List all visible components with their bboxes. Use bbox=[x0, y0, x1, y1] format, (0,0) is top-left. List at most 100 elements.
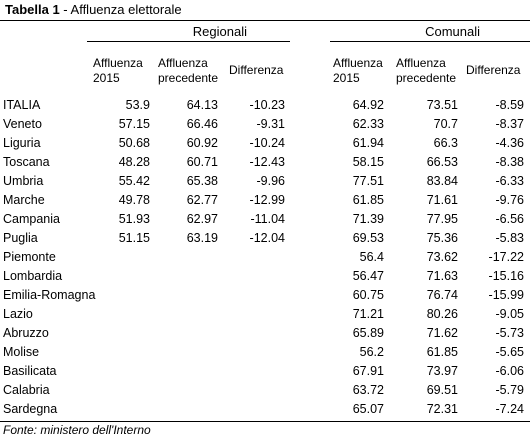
row-name: Molise bbox=[3, 345, 40, 359]
table-row: Puglia 51.15 63.19 -12.04 69.53 75.36 -5.83 bbox=[0, 228, 530, 247]
com-affluenza-2015-cell: 65.89 bbox=[352, 326, 384, 340]
reg-affluenza-2015-cell: 57.15 bbox=[118, 117, 150, 131]
com-affluenza-2015-cell: 71.39 bbox=[352, 212, 384, 226]
row-name: Toscana bbox=[3, 155, 50, 169]
regionali-rule bbox=[87, 41, 290, 42]
source-note: Fonte: ministero dell'Interno bbox=[3, 423, 151, 437]
com-affluenza-2015-cell: 56.4 bbox=[359, 250, 384, 264]
reg-affluenza-2015-cell: 48.28 bbox=[118, 155, 150, 169]
table-row: Molise 56.2 61.85 -5.65 bbox=[0, 342, 530, 361]
table-title-rest: - Affluenza elettorale bbox=[59, 2, 182, 17]
reg-differenza-cell: -10.23 bbox=[249, 98, 285, 112]
reg-differenza-cell: -12.99 bbox=[249, 193, 285, 207]
com-affluenza-2015-cell: 58.15 bbox=[352, 155, 384, 169]
com-affluenza-2015-cell: 56.2 bbox=[359, 345, 384, 359]
com-differenza-cell: -5.79 bbox=[495, 383, 525, 397]
reg-differenza-cell: -9.31 bbox=[256, 117, 286, 131]
reg-affluenza-precedente-cell: 65.38 bbox=[186, 174, 218, 188]
row-name: Veneto bbox=[3, 117, 42, 131]
table-title: Tabella 1 - Affluenza elettorale bbox=[5, 2, 182, 17]
com-differenza-cell: -7.24 bbox=[495, 402, 525, 416]
com-differenza-cell: -4.36 bbox=[495, 136, 525, 150]
table-row: Lazio 71.21 80.26 -9.05 bbox=[0, 304, 530, 323]
reg-affluenza-precedente-cell: 64.13 bbox=[186, 98, 218, 112]
reg-differenza-cell: -10.24 bbox=[249, 136, 285, 150]
com-affluenza-precedente-cell: 72.31 bbox=[426, 402, 458, 416]
reg-affluenza-precedente-cell: 62.97 bbox=[186, 212, 218, 226]
com-affluenza-precedente-cell: 61.85 bbox=[426, 345, 458, 359]
col-header-line: Affluenza bbox=[158, 56, 208, 70]
top-rule bbox=[0, 20, 530, 21]
com-affluenza-2015-cell: 64.92 bbox=[352, 98, 384, 112]
com-affluenza-precedente-cell: 77.95 bbox=[426, 212, 458, 226]
reg-affluenza-2015-cell: 51.93 bbox=[118, 212, 150, 226]
reg-affluenza-2015-cell: 50.68 bbox=[118, 136, 150, 150]
com-affluenza-2015-cell: 61.85 bbox=[352, 193, 384, 207]
com-affluenza-2015-cell: 60.75 bbox=[352, 288, 384, 302]
col-header-com-differenza: Differenza bbox=[466, 63, 521, 77]
com-affluenza-2015-cell: 62.33 bbox=[352, 117, 384, 131]
group-header-comunali: Comunali bbox=[425, 24, 480, 39]
com-affluenza-precedente-cell: 71.61 bbox=[426, 193, 458, 207]
com-differenza-cell: -6.06 bbox=[495, 364, 525, 378]
reg-affluenza-2015-cell: 49.78 bbox=[118, 193, 150, 207]
row-name: Marche bbox=[3, 193, 45, 207]
row-name: Liguria bbox=[3, 136, 41, 150]
reg-differenza-cell: -9.96 bbox=[256, 174, 286, 188]
com-affluenza-precedente-cell: 83.84 bbox=[426, 174, 458, 188]
com-affluenza-2015-cell: 65.07 bbox=[352, 402, 384, 416]
row-name: Puglia bbox=[3, 231, 38, 245]
col-header-line: 2015 bbox=[333, 71, 360, 85]
com-differenza-cell: -6.33 bbox=[495, 174, 525, 188]
com-affluenza-precedente-cell: 76.74 bbox=[426, 288, 458, 302]
com-affluenza-precedente-cell: 71.62 bbox=[426, 326, 458, 340]
col-header-line: precedente bbox=[396, 71, 457, 85]
table-row: Piemonte 56.4 73.62 -17.22 bbox=[0, 247, 530, 266]
col-header-reg-differenza: Differenza bbox=[229, 63, 284, 77]
row-name: Campania bbox=[3, 212, 60, 226]
com-affluenza-precedente-cell: 73.51 bbox=[426, 98, 458, 112]
com-differenza-cell: -8.59 bbox=[495, 98, 525, 112]
reg-affluenza-2015-cell: 55.42 bbox=[118, 174, 150, 188]
com-differenza-cell: -9.05 bbox=[495, 307, 525, 321]
col-header-com-affluenza-2015: Affluenza 2015 bbox=[333, 56, 383, 86]
table-row: Calabria 63.72 69.51 -5.79 bbox=[0, 380, 530, 399]
com-affluenza-precedente-cell: 71.63 bbox=[426, 269, 458, 283]
col-header-line: precedente bbox=[158, 71, 219, 85]
row-name: Umbria bbox=[3, 174, 44, 188]
com-differenza-cell: -17.22 bbox=[488, 250, 524, 264]
col-header-com-affluenza-precedente: Affluenza precedente bbox=[396, 56, 456, 86]
com-affluenza-precedente-cell: 80.26 bbox=[426, 307, 458, 321]
row-name: Piemonte bbox=[3, 250, 56, 264]
col-header-line: Affluenza bbox=[396, 56, 446, 70]
table-row: Emilia-Romagna 60.75 76.74 -15.99 bbox=[0, 285, 530, 304]
group-header-regionali: Regionali bbox=[192, 24, 247, 39]
reg-affluenza-precedente-cell: 60.71 bbox=[186, 155, 218, 169]
com-affluenza-2015-cell: 71.21 bbox=[352, 307, 384, 321]
comunali-rule bbox=[330, 41, 530, 42]
com-affluenza-2015-cell: 56.47 bbox=[352, 269, 384, 283]
row-name: Calabria bbox=[3, 383, 50, 397]
row-name: Lazio bbox=[3, 307, 33, 321]
com-differenza-cell: -15.99 bbox=[488, 288, 524, 302]
com-affluenza-2015-cell: 77.51 bbox=[352, 174, 384, 188]
col-header-line: 2015 bbox=[93, 71, 120, 85]
table-row: Umbria 55.42 65.38 -9.96 77.51 83.84 -6.33 bbox=[0, 171, 530, 190]
reg-affluenza-2015-cell: 53.9 bbox=[125, 98, 150, 112]
table-row: Campania 51.93 62.97 -11.04 71.39 77.95 -6.56 bbox=[0, 209, 530, 228]
com-affluenza-precedente-cell: 66.53 bbox=[426, 155, 458, 169]
com-differenza-cell: -5.73 bbox=[495, 326, 525, 340]
com-differenza-cell: -9.76 bbox=[495, 193, 525, 207]
table-row: Marche 49.78 62.77 -12.99 61.85 71.61 -9.76 bbox=[0, 190, 530, 209]
com-affluenza-2015-cell: 67.91 bbox=[352, 364, 384, 378]
bottom-rule bbox=[0, 421, 530, 422]
col-header-reg-affluenza-2015: Affluenza 2015 bbox=[93, 56, 143, 86]
table-row: Abruzzo 65.89 71.62 -5.73 bbox=[0, 323, 530, 342]
com-differenza-cell: -5.65 bbox=[495, 345, 525, 359]
com-differenza-cell: -6.56 bbox=[495, 212, 525, 226]
table-title-bold: Tabella 1 bbox=[5, 2, 60, 17]
reg-differenza-cell: -11.04 bbox=[250, 212, 285, 226]
reg-affluenza-precedente-cell: 66.46 bbox=[186, 117, 218, 131]
reg-affluenza-2015-cell: 51.15 bbox=[118, 231, 150, 245]
